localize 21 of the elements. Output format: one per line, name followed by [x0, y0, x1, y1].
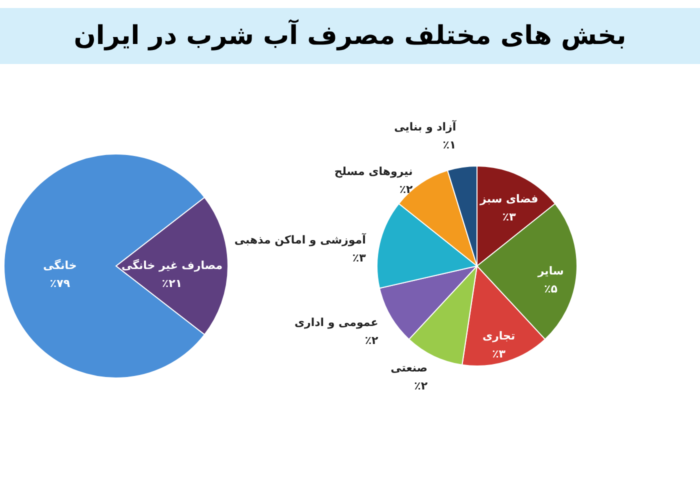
- data-label: ٪۲: [414, 380, 428, 393]
- slice-label: تجاری: [482, 330, 516, 343]
- slice-label: فضای سبز: [478, 192, 538, 206]
- data-label: ٪۱: [442, 138, 456, 152]
- slice-label: صنعتی: [390, 362, 428, 375]
- slice-label: آزاد و بنایی: [394, 120, 456, 134]
- slice-label: آموزشی و اماکن مذهبی: [234, 232, 366, 247]
- data-label: ٪۲۱: [162, 277, 182, 290]
- slice-label: نیروهای مسلح: [334, 164, 413, 178]
- data-label: ٪۲: [364, 334, 379, 347]
- text: بخش های مختلف مصرف آب شرب در ایران: [0, 8, 700, 64]
- slice-label: سایر: [536, 264, 564, 278]
- data-label: ٪۳: [502, 210, 516, 224]
- data-label: ٪۷۹: [50, 277, 70, 290]
- data-label: ٪۳: [492, 348, 506, 361]
- slice-label: مصارف غیر خانگی: [121, 259, 223, 272]
- data-label: ٪۵: [544, 282, 558, 296]
- slice-label: خانگی: [43, 259, 77, 272]
- data-label: ٪۳: [352, 252, 366, 265]
- slice-label: عمومی و اداری: [294, 316, 378, 329]
- data-label: ٪۲: [399, 182, 414, 196]
